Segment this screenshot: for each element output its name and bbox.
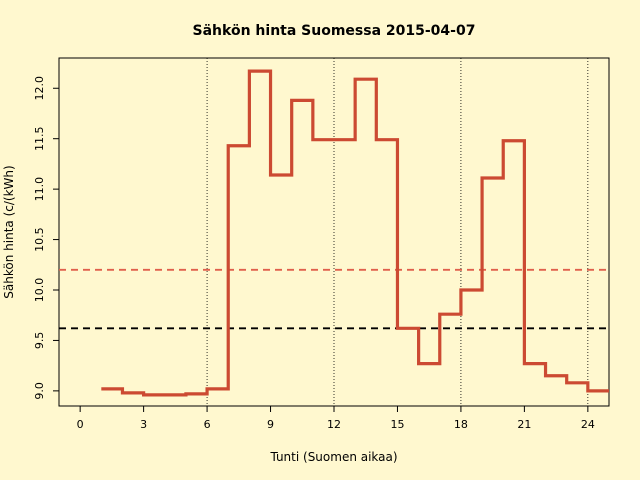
x-tick-label: 21 xyxy=(517,418,531,431)
x-tick-label: 15 xyxy=(390,418,404,431)
y-tick-label: 11.0 xyxy=(33,177,46,202)
x-tick-label: 3 xyxy=(140,418,147,431)
y-axis-title: Sähkön hinta (c/(kWh) xyxy=(2,165,16,298)
price-step-line xyxy=(101,69,609,397)
x-tick-label: 12 xyxy=(327,418,341,431)
y-tick-label: 11.5 xyxy=(33,126,46,151)
y-tick-label: 9.5 xyxy=(33,332,46,350)
y-tick-label: 10.5 xyxy=(33,227,46,252)
x-tick-label: 6 xyxy=(204,418,211,431)
y-tick-label: 9.0 xyxy=(33,382,46,400)
x-axis-title: Tunti (Suomen aikaa) xyxy=(269,450,397,464)
y-tick-label: 10.0 xyxy=(33,278,46,303)
x-tick-label: 9 xyxy=(267,418,274,431)
chart-title: Sähkön hinta Suomessa 2015-04-07 xyxy=(193,23,476,39)
x-tick-label: 24 xyxy=(581,418,595,431)
x-tick-label: 0 xyxy=(77,418,84,431)
plot-layer: 0 3 6 9 12 15 18 21 24 9.0 9.5 10.0 10.5 11.0 11.5 12.0 xyxy=(33,58,609,431)
y-tick-label: 12.0 xyxy=(33,76,46,101)
x-tick-label: 18 xyxy=(454,418,468,431)
